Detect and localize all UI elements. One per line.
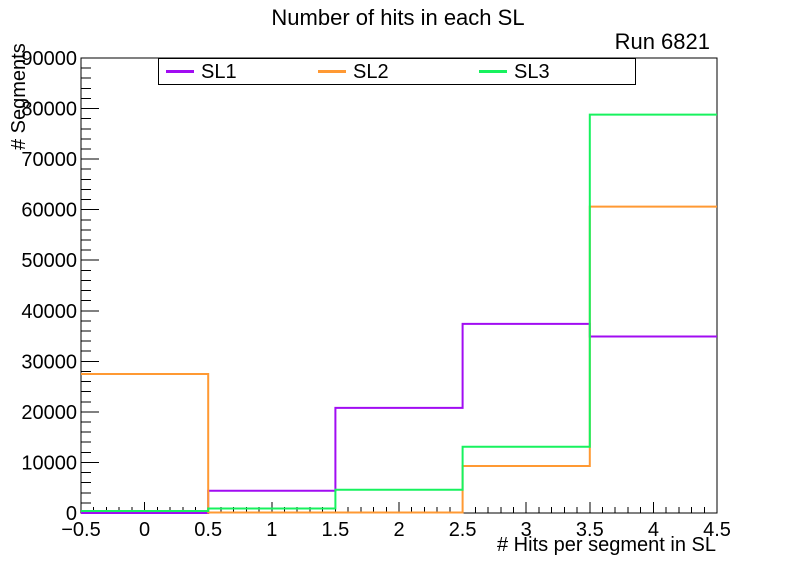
legend-entry-sl3: SL3 <box>479 59 550 84</box>
y-tick-label: 90000 <box>21 48 77 70</box>
x-tick-label: −0.5 <box>61 519 100 541</box>
y-tick-label: 80000 <box>21 99 77 121</box>
legend-line-marker-sl2 <box>318 70 346 73</box>
x-tick-label: 1 <box>266 519 277 541</box>
x-tick-label: 0.5 <box>194 519 222 541</box>
x-tick-label: 1.5 <box>321 519 349 541</box>
series-line-sl3 <box>81 113 717 512</box>
y-axis-ticks <box>81 57 99 514</box>
x-tick-label: 4.5 <box>703 519 731 541</box>
x-tick-label: 2.5 <box>449 519 477 541</box>
chart-title: Number of hits in each SL <box>271 5 525 30</box>
run-label: Run 6821 <box>614 29 710 54</box>
legend-line-marker-sl1 <box>166 70 194 73</box>
x-axis-tick-labels: −0.5 0 0.5 1 1.5 2 2.5 3 3.5 4 4.5 <box>61 519 731 541</box>
series-line-sl2 <box>81 205 717 514</box>
x-tick-label: 4 <box>648 519 659 541</box>
y-tick-label: 20000 <box>21 402 77 424</box>
y-tick-label: 70000 <box>21 149 77 171</box>
legend-box: SL1 SL2 SL3 <box>158 58 636 85</box>
series-line-sl1 <box>81 322 717 514</box>
legend-entry-sl1: SL1 <box>166 59 237 84</box>
legend-entry-sl2: SL2 <box>318 59 389 84</box>
legend-label-sl2: SL2 <box>353 60 389 83</box>
legend-label-sl3: SL3 <box>514 60 550 83</box>
y-tick-label: 60000 <box>21 200 77 222</box>
y-axis-tick-labels: 0 10000 20000 30000 40000 50000 60000 70000 8000… <box>21 48 77 525</box>
y-tick-label: 0 <box>66 503 77 525</box>
x-tick-label: 0 <box>139 519 150 541</box>
x-tick-label: 3.5 <box>576 519 604 541</box>
y-tick-label: 10000 <box>21 452 77 474</box>
plot-frame <box>80 57 718 514</box>
legend-line-marker-sl3 <box>479 70 507 73</box>
y-tick-label: 50000 <box>21 250 77 272</box>
legend-label-sl1: SL1 <box>201 60 237 83</box>
x-tick-label: 2 <box>393 519 404 541</box>
x-tick-label: 3 <box>521 519 532 541</box>
y-tick-label: 40000 <box>21 301 77 323</box>
y-tick-label: 30000 <box>21 351 77 373</box>
y-axis-title: # Segments <box>8 43 30 150</box>
x-axis-title: # Hits per segment in SL <box>497 534 716 556</box>
